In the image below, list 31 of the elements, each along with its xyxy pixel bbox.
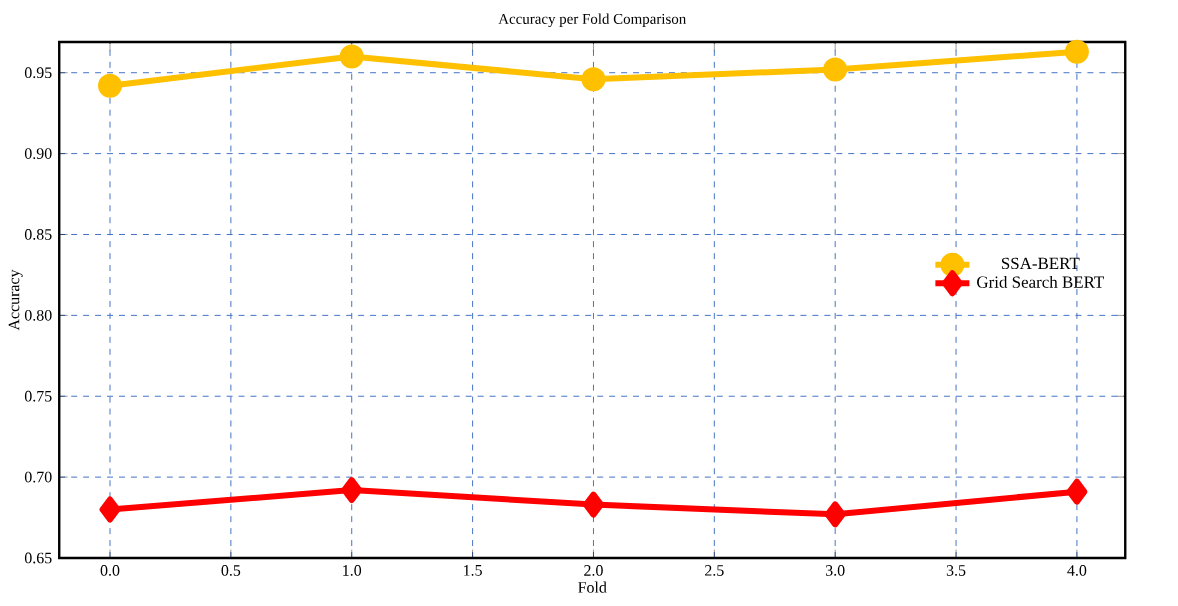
point [823,57,848,82]
point [1066,478,1088,505]
y-tick-label: 0.75 [24,390,52,402]
x-tick-label: 0.5 [221,565,241,576]
x-axis-title: Fold [578,581,607,593]
legend-label: SSA-BERT [1001,257,1080,270]
y-axis-title: Accuracy [8,269,23,331]
point [582,491,604,518]
y-tick-label: 0.80 [24,309,52,321]
x-tick-label: 4.0 [1067,565,1087,576]
point [1064,39,1089,64]
y-tick-label: 0.65 [24,552,52,564]
point [341,477,363,504]
point [824,501,846,528]
chart-title: Accuracy per Fold Comparison [498,13,687,27]
point [99,496,121,523]
y-tick-label: 0.90 [24,148,52,160]
point [581,67,606,92]
x-tick-label: 1.0 [343,565,362,576]
x-tick-label: 2.0 [584,565,603,576]
x-tick-label: 2.5 [705,565,724,576]
y-tick-label: 0.95 [24,67,52,79]
y-tick-label: 0.85 [24,229,52,240]
x-tick-label: 1.5 [464,565,482,576]
x-tick-label: 3.0 [825,565,845,576]
point [339,44,364,69]
x-tick-label: 0.0 [100,565,120,576]
legend-label: Grid Search BERT [977,275,1104,288]
point [98,73,122,98]
y-tick-label: 0.70 [24,471,52,483]
x-tick-label: 3.5 [946,565,966,576]
